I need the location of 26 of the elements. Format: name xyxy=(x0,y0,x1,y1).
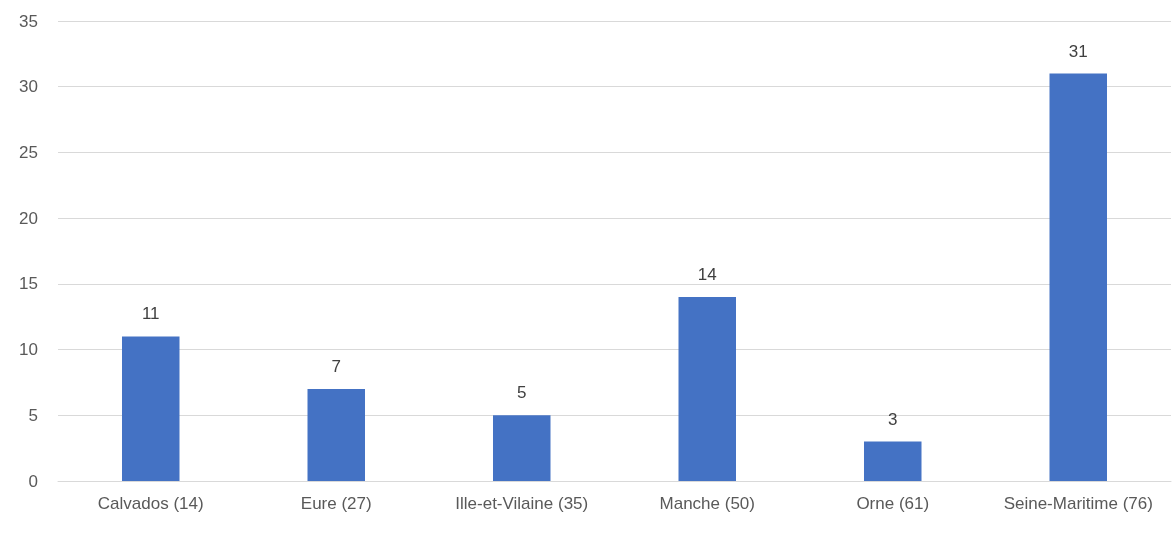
data-label: 7 xyxy=(331,357,341,376)
x-tick-label: Eure (27) xyxy=(300,494,372,513)
x-tick-label: Ille-et-Vilaine (35) xyxy=(455,494,589,513)
y-tick-label: 0 xyxy=(28,471,38,491)
bar xyxy=(864,441,922,481)
y-tick-label: 20 xyxy=(19,208,38,228)
y-tick-label: 15 xyxy=(19,274,38,294)
y-tick-label: 25 xyxy=(19,142,38,162)
x-tick-label: Manche (50) xyxy=(659,494,755,513)
data-label: 31 xyxy=(1068,41,1088,61)
data-label: 14 xyxy=(697,265,717,284)
y-tick-label: 30 xyxy=(19,77,38,97)
data-label: 3 xyxy=(888,409,898,429)
bar xyxy=(307,389,365,481)
y-tick-label: 35 xyxy=(19,11,38,31)
bar xyxy=(493,415,551,481)
data-label: 5 xyxy=(517,383,527,403)
y-tick-label: 5 xyxy=(28,405,38,425)
y-tick-label: 10 xyxy=(19,340,38,360)
x-tick-label: Seine-Maritime (76) xyxy=(1003,494,1153,513)
x-tick-label: Calvados (14) xyxy=(97,494,204,513)
x-tick-label: Orne (61) xyxy=(856,494,930,513)
data-label: 11 xyxy=(141,304,160,324)
bar xyxy=(678,297,736,481)
bar xyxy=(122,336,180,481)
bar xyxy=(1049,73,1107,481)
